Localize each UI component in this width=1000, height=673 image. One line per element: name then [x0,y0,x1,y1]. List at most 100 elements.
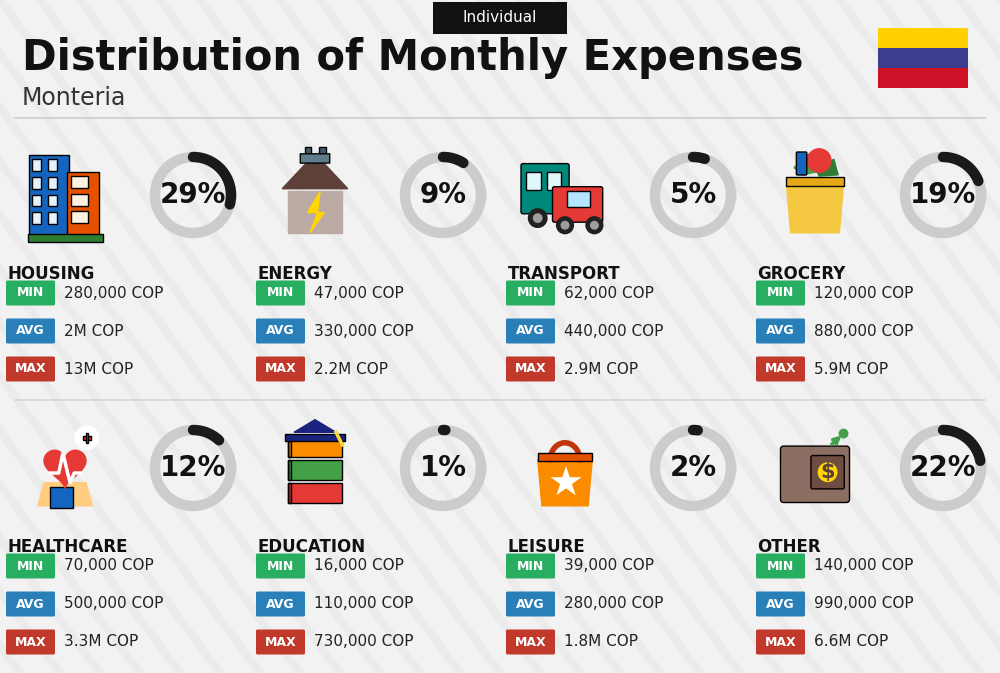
FancyBboxPatch shape [780,446,850,503]
Text: 110,000 COP: 110,000 COP [314,596,413,612]
FancyBboxPatch shape [285,433,345,441]
Polygon shape [815,160,838,176]
FancyBboxPatch shape [48,194,57,207]
FancyBboxPatch shape [878,48,968,68]
FancyBboxPatch shape [29,155,69,235]
FancyBboxPatch shape [48,212,57,224]
Polygon shape [307,192,324,233]
Text: 140,000 COP: 140,000 COP [814,559,913,573]
Circle shape [818,463,837,481]
Text: MAX: MAX [765,363,796,376]
FancyBboxPatch shape [256,281,305,306]
Circle shape [839,429,848,437]
Text: 990,000 COP: 990,000 COP [814,596,913,612]
Text: MAX: MAX [515,363,546,376]
Text: AVG: AVG [16,598,45,610]
Polygon shape [786,184,844,233]
FancyBboxPatch shape [32,177,41,188]
Text: EDUCATION: EDUCATION [258,538,366,556]
Text: MIN: MIN [267,287,294,299]
FancyBboxPatch shape [32,212,41,224]
Text: Monteria: Monteria [22,86,126,110]
FancyBboxPatch shape [506,629,555,655]
FancyBboxPatch shape [6,553,55,579]
FancyBboxPatch shape [71,211,88,223]
FancyBboxPatch shape [288,437,342,457]
Text: 880,000 COP: 880,000 COP [814,324,913,339]
Circle shape [561,221,569,229]
FancyBboxPatch shape [433,2,567,34]
FancyBboxPatch shape [506,592,555,616]
FancyBboxPatch shape [288,460,342,480]
Text: 120,000 COP: 120,000 COP [814,285,913,301]
Text: 330,000 COP: 330,000 COP [314,324,413,339]
Text: OTHER: OTHER [758,538,821,556]
FancyBboxPatch shape [319,147,326,156]
Text: 280,000 COP: 280,000 COP [564,596,663,612]
Text: AVG: AVG [516,598,545,610]
FancyBboxPatch shape [67,172,99,235]
Polygon shape [294,420,336,432]
Text: MIN: MIN [767,287,794,299]
Text: GROCERY: GROCERY [758,265,846,283]
Text: AVG: AVG [766,324,795,337]
FancyBboxPatch shape [756,281,805,306]
Text: $: $ [820,462,835,482]
Circle shape [75,426,99,450]
FancyBboxPatch shape [50,487,73,508]
Text: TRANSPORT: TRANSPORT [508,265,620,283]
Text: MIN: MIN [767,559,794,573]
Circle shape [534,214,542,222]
FancyBboxPatch shape [878,28,968,48]
Text: MAX: MAX [765,635,796,649]
Text: 16,000 COP: 16,000 COP [314,559,403,573]
FancyBboxPatch shape [6,318,55,343]
Text: 6.6M COP: 6.6M COP [814,635,888,649]
Polygon shape [282,154,348,188]
Text: 47,000 COP: 47,000 COP [314,285,403,301]
FancyBboxPatch shape [547,172,561,190]
Text: MIN: MIN [517,559,544,573]
Circle shape [807,149,831,172]
FancyBboxPatch shape [288,483,291,503]
Text: 62,000 COP: 62,000 COP [564,285,653,301]
FancyBboxPatch shape [538,454,592,461]
FancyBboxPatch shape [256,318,305,343]
Text: MAX: MAX [265,363,296,376]
FancyBboxPatch shape [878,68,968,88]
FancyBboxPatch shape [48,160,57,171]
Text: 5.9M COP: 5.9M COP [814,361,888,376]
Text: 2%: 2% [669,454,717,482]
Circle shape [557,217,573,234]
Text: MAX: MAX [15,363,46,376]
Text: AVG: AVG [266,324,295,337]
FancyBboxPatch shape [71,194,88,205]
Text: AVG: AVG [516,324,545,337]
FancyBboxPatch shape [300,154,330,163]
FancyBboxPatch shape [796,152,807,175]
Text: 70,000 COP: 70,000 COP [64,559,153,573]
Text: 39,000 COP: 39,000 COP [564,559,654,573]
FancyBboxPatch shape [83,435,91,440]
Text: MIN: MIN [267,559,294,573]
Text: 19%: 19% [910,181,976,209]
FancyBboxPatch shape [71,176,88,188]
FancyBboxPatch shape [6,592,55,616]
FancyBboxPatch shape [756,318,805,343]
Text: 500,000 COP: 500,000 COP [64,596,163,612]
FancyBboxPatch shape [28,234,103,242]
Text: MAX: MAX [15,635,46,649]
FancyBboxPatch shape [256,629,305,655]
Text: 280,000 COP: 280,000 COP [64,285,163,301]
FancyBboxPatch shape [756,592,805,616]
FancyBboxPatch shape [256,553,305,579]
Text: ENERGY: ENERGY [258,265,332,283]
FancyBboxPatch shape [811,456,844,489]
FancyBboxPatch shape [288,437,291,457]
Text: MAX: MAX [265,635,296,649]
Text: MAX: MAX [515,635,546,649]
Text: MIN: MIN [17,559,44,573]
Text: 9%: 9% [420,181,466,209]
Text: HEALTHCARE: HEALTHCARE [8,538,128,556]
Text: ★: ★ [547,465,583,505]
